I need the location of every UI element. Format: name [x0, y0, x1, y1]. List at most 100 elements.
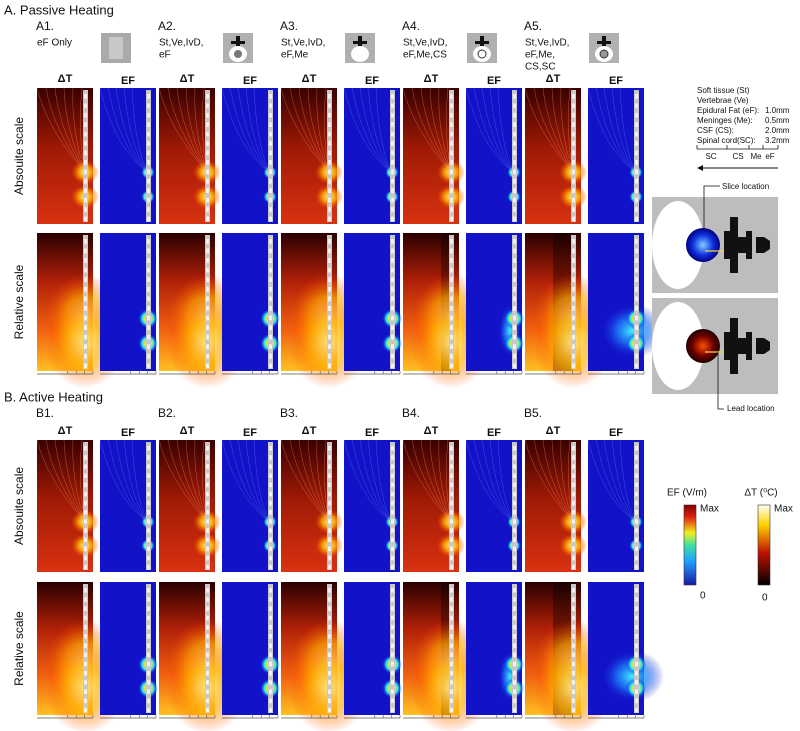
- lead-strip: [512, 442, 517, 570]
- lead-segment: [206, 267, 209, 273]
- lead-segment: [147, 169, 150, 175]
- lead-segment: [635, 491, 638, 497]
- lead-segment: [635, 500, 638, 506]
- lead-strip: [571, 90, 576, 222]
- lead-segment: [328, 446, 331, 451]
- lead-segment: [147, 207, 150, 212]
- lead-segment: [147, 670, 150, 676]
- lead-segment: [450, 325, 453, 330]
- field-line: [343, 439, 393, 523]
- lead-segment: [269, 207, 272, 212]
- field-line: [367, 439, 393, 522]
- lead-segment: [84, 510, 87, 515]
- lead-segment: [147, 689, 150, 694]
- lead-segment: [269, 555, 272, 561]
- lead-strip: [512, 584, 517, 713]
- lead-segment: [513, 188, 516, 193]
- lead-segment: [147, 94, 150, 99]
- lead-segment: [572, 588, 575, 593]
- lead-segment: [513, 103, 516, 109]
- field-line: [411, 439, 452, 522]
- lead-segment: [328, 94, 331, 99]
- layer-name: Meninges (Me):: [697, 116, 753, 125]
- field-line: [107, 439, 149, 522]
- lead-segment: [206, 363, 209, 369]
- colorbar-min: 0: [762, 593, 768, 604]
- lead-segment: [513, 239, 516, 244]
- lead-segment: [391, 634, 394, 639]
- lead-segment: [147, 624, 150, 630]
- lead-segment: [391, 528, 394, 533]
- slice-pointer: [703, 185, 720, 230]
- lead-segment: [391, 698, 394, 704]
- field-line: [99, 87, 149, 173]
- lead-segment: [572, 528, 575, 533]
- lead-segment: [84, 160, 87, 165]
- lead-segment: [84, 555, 87, 561]
- lead-segment: [635, 267, 638, 273]
- panel-description: eF,Me,CS: [403, 50, 447, 61]
- lead-segment: [269, 122, 272, 127]
- panel-label: A1.: [36, 19, 54, 33]
- lead-segment: [328, 363, 331, 369]
- lead-segment: [328, 537, 331, 542]
- lead-segment: [269, 258, 272, 263]
- layer-axis-label: SC: [705, 152, 716, 161]
- layer-thickness: 3.2mm: [765, 136, 790, 145]
- lead-segment: [450, 698, 453, 704]
- lead-segment: [513, 207, 516, 212]
- lead-segment: [206, 258, 209, 263]
- lead-segment: [513, 689, 516, 694]
- lead-segment: [513, 122, 516, 127]
- lead-strip: [571, 584, 576, 713]
- panel-label: B5.: [524, 406, 542, 420]
- lead-segment: [450, 334, 453, 340]
- lead-segment: [328, 277, 331, 283]
- lead-strip: [268, 90, 273, 222]
- lead-segment: [269, 363, 272, 369]
- thumbnail-vertebra: [475, 41, 489, 44]
- lead-segment: [269, 188, 272, 193]
- lead-segment: [269, 588, 272, 593]
- lead-segment: [328, 624, 331, 630]
- lead-segment: [269, 698, 272, 704]
- lead-segment: [450, 464, 453, 469]
- slice-vertebra: [724, 217, 752, 273]
- lead-segment: [206, 188, 209, 193]
- lead-segment: [269, 178, 272, 184]
- lead-segment: [391, 643, 394, 648]
- lead-segment: [450, 564, 453, 570]
- lead-segment: [84, 197, 87, 203]
- lead-segment: [450, 537, 453, 542]
- lead-segment: [269, 606, 272, 612]
- field-line: [289, 439, 330, 522]
- lead-segment: [84, 500, 87, 506]
- lead-segment: [572, 643, 575, 648]
- lead-segment: [391, 141, 394, 146]
- lead-segment: [147, 112, 150, 118]
- lead-segment: [206, 670, 209, 676]
- lead-segment: [450, 555, 453, 561]
- lead-segment: [513, 680, 516, 685]
- lead-strip: [205, 235, 210, 369]
- lead-segment: [328, 344, 331, 350]
- lead-segment: [513, 634, 516, 639]
- lead-segment: [635, 188, 638, 193]
- lead-segment: [513, 248, 516, 254]
- lead-strip: [327, 442, 332, 570]
- lead-segment: [572, 315, 575, 321]
- lead-segment: [391, 306, 394, 311]
- field-line: [245, 439, 271, 522]
- column-label: EF: [487, 427, 501, 439]
- lead-segment: [450, 528, 453, 533]
- lead-segment: [572, 670, 575, 676]
- lead-segment: [513, 510, 516, 515]
- lead-segment: [450, 680, 453, 685]
- lead-segment: [513, 661, 516, 667]
- lead-segment: [450, 315, 453, 321]
- field-line: [438, 439, 452, 522]
- lead-segment: [635, 216, 638, 222]
- lead-strip: [205, 90, 210, 222]
- lead-segment: [635, 634, 638, 639]
